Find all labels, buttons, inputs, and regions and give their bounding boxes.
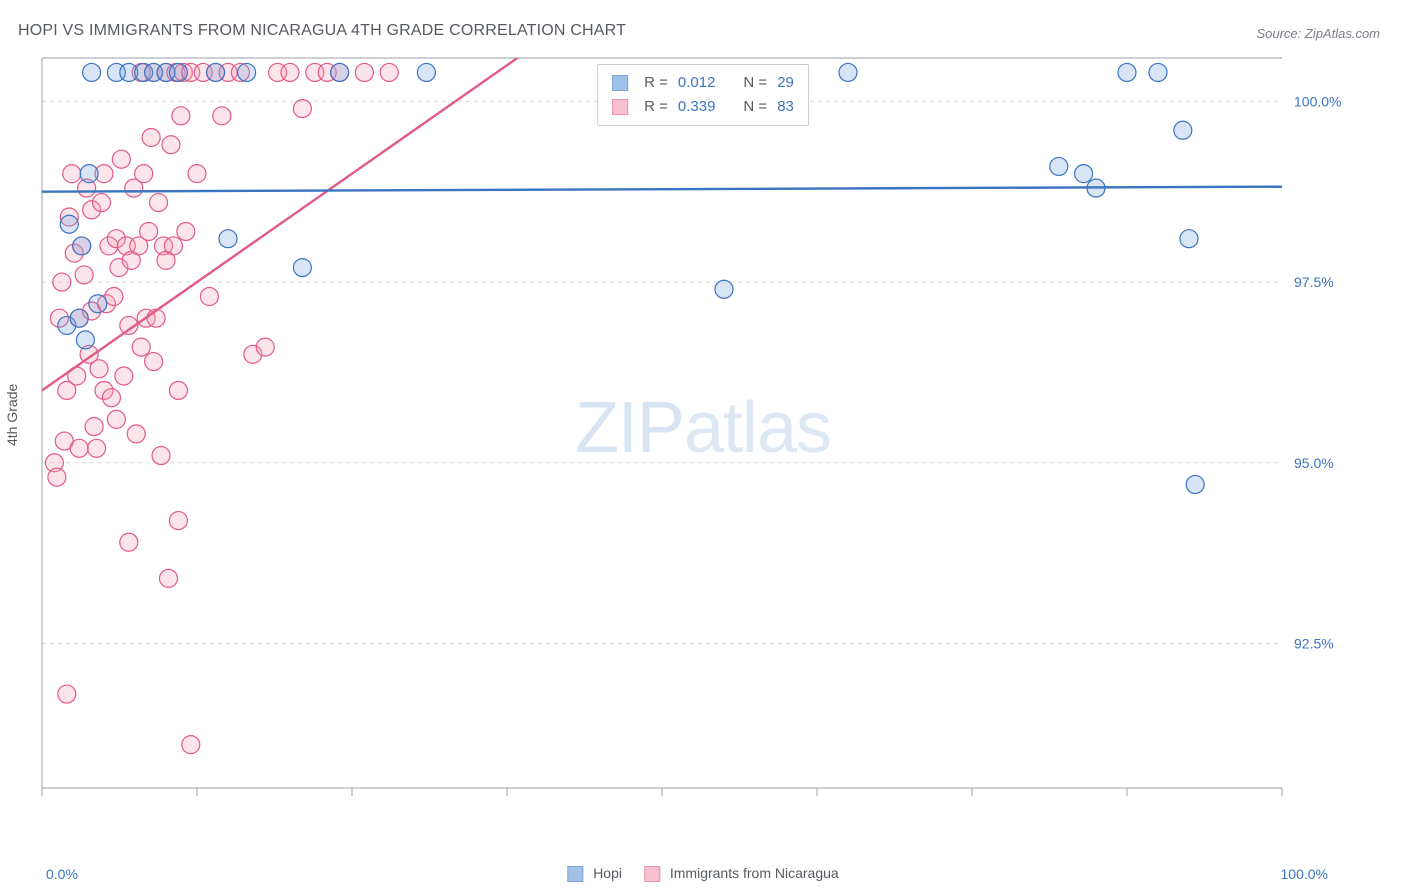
r-label: R =: [644, 95, 668, 119]
r-value-a: 0.012: [678, 71, 716, 95]
n-label: N =: [743, 95, 767, 119]
x-axis-max-label: 100.0%: [1281, 866, 1328, 882]
svg-text:95.0%: 95.0%: [1294, 455, 1334, 471]
n-value-a: 29: [777, 71, 794, 95]
chart-title: HOPI VS IMMIGRANTS FROM NICARAGUA 4TH GR…: [18, 22, 626, 40]
r-label: R =: [644, 71, 668, 95]
y-axis-label: 4th Grade: [4, 384, 20, 446]
n-label: N =: [743, 71, 767, 95]
x-axis-min-label: 0.0%: [46, 866, 78, 882]
stat-row-b: R = 0.339 N = 83: [612, 95, 794, 119]
scatter-plot: 92.5% 95.0% 97.5% 100.0%: [42, 58, 1352, 818]
swatch-hopi-icon: [612, 75, 628, 91]
svg-text:97.5%: 97.5%: [1294, 274, 1334, 290]
stat-legend-box: R = 0.012 N = 29 R = 0.339 N = 83: [597, 64, 809, 126]
stat-row-a: R = 0.012 N = 29: [612, 71, 794, 95]
svg-text:92.5%: 92.5%: [1294, 635, 1334, 651]
r-value-b: 0.339: [678, 95, 716, 119]
swatch-nicaragua-icon: [612, 99, 628, 115]
n-value-b: 83: [777, 95, 794, 119]
source-attribution: Source: ZipAtlas.com: [1256, 26, 1380, 41]
svg-text:100.0%: 100.0%: [1294, 93, 1341, 109]
